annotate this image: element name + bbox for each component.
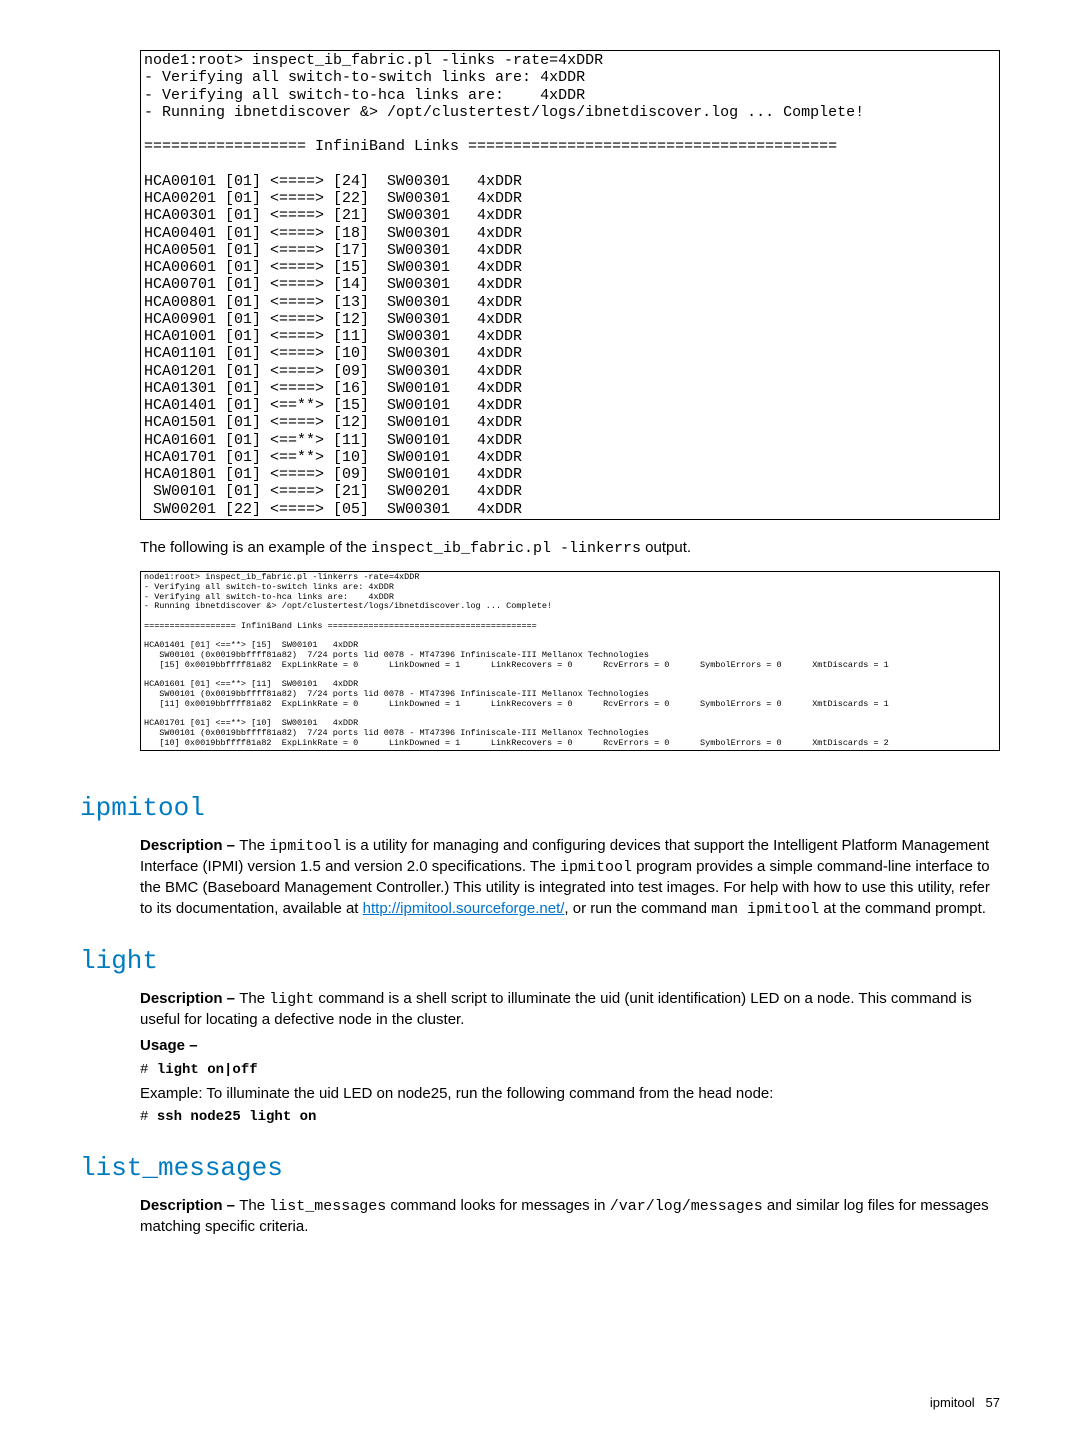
cmd: light on|off (157, 1062, 258, 1078)
desc-label: Description – (140, 990, 239, 1007)
terminal-output-linkerrs: node1:root> inspect_ib_fabric.pl -linker… (140, 571, 1000, 751)
usage-label: Usage – (140, 1036, 1000, 1056)
caption-linkerrs: The following is an example of the inspe… (140, 538, 1000, 559)
light-body: Description – The light command is a she… (140, 989, 1000, 1127)
prompt: # (140, 1062, 157, 1078)
heading-list-messages: list_messages (80, 1151, 1000, 1186)
text: at the command prompt. (819, 900, 986, 917)
heading-light: light (80, 944, 1000, 979)
cmd-ssh: # ssh node25 light on (140, 1108, 1000, 1127)
code: ipmitool (560, 859, 632, 876)
example-text: Example: To illuminate the uid LED on no… (140, 1084, 1000, 1104)
footer-page: 57 (986, 1395, 1000, 1410)
desc-label: Description – (140, 837, 239, 854)
terminal-output-links: node1:root> inspect_ib_fabric.pl -links … (140, 50, 1000, 520)
caption-prefix: The following is an example of the (140, 539, 371, 556)
code: /var/log/messages (610, 1198, 763, 1215)
code: light (269, 991, 314, 1008)
code: ipmitool (269, 838, 341, 855)
text: The (239, 990, 269, 1007)
desc-label: Description – (140, 1197, 239, 1214)
text: , or run the command (564, 900, 711, 917)
cmd: ssh node25 light on (157, 1109, 317, 1125)
caption-suffix: output. (641, 539, 691, 556)
list-messages-body: Description – The list_messages command … (140, 1196, 1000, 1238)
prompt: # (140, 1109, 157, 1125)
text: The (239, 837, 269, 854)
ipmitool-body: Description – The ipmitool is a utility … (140, 836, 1000, 920)
caption-cmd: inspect_ib_fabric.pl -linkerrs (371, 540, 641, 557)
code: list_messages (269, 1198, 386, 1215)
heading-ipmitool: ipmitool (80, 791, 1000, 826)
page-footer: ipmitool 57 (930, 1394, 1000, 1412)
code: man ipmitool (711, 901, 819, 918)
ipmitool-link[interactable]: http://ipmitool.sourceforge.net/ (363, 900, 565, 917)
text: command looks for messages in (386, 1197, 609, 1214)
cmd-light: # light on|off (140, 1061, 1000, 1080)
text: The (239, 1197, 269, 1214)
footer-label: ipmitool (930, 1395, 975, 1410)
